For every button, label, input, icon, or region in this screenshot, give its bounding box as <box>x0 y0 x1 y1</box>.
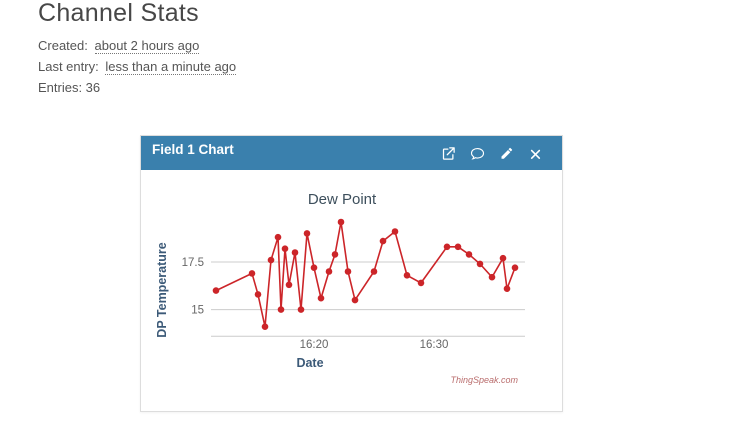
svg-text:Date: Date <box>296 356 323 370</box>
svg-text:Dew Point: Dew Point <box>308 191 377 208</box>
svg-text:16:20: 16:20 <box>300 339 329 351</box>
svg-text:17.5: 17.5 <box>182 257 204 269</box>
svg-text:16:30: 16:30 <box>420 339 449 351</box>
svg-text:15: 15 <box>191 305 204 317</box>
svg-text:DP Temperature: DP Temperature <box>155 242 169 337</box>
svg-text:ThingSpeak.com: ThingSpeak.com <box>450 375 518 385</box>
